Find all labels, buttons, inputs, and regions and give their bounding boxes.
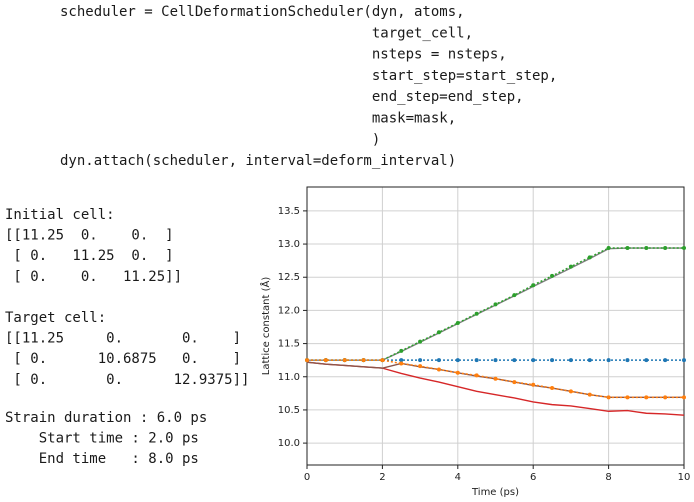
y-tick-label: 11.5	[278, 339, 300, 350]
code-line: scheduler = CellDeformationScheduler(dyn…	[60, 4, 465, 20]
series-marker	[568, 264, 573, 269]
series-marker	[512, 380, 517, 385]
series-marker	[550, 273, 555, 278]
series-marker	[361, 358, 366, 363]
output-line: [ 0. 0. 11.25]]	[5, 269, 182, 285]
x-tick-label: 4	[455, 472, 461, 483]
series-marker	[436, 330, 441, 335]
series-marker	[474, 373, 479, 378]
series-marker	[380, 358, 385, 363]
series-marker	[474, 358, 479, 363]
code-line: end_step=end_step,	[60, 89, 524, 105]
series-marker	[606, 358, 611, 363]
series-marker	[625, 395, 630, 400]
output-line: End time : 8.0 ps	[5, 451, 199, 467]
x-axis-label: Time (ps)	[471, 487, 519, 498]
y-tick-label: 12.0	[278, 305, 300, 316]
series-marker	[455, 358, 460, 363]
series-marker	[493, 302, 498, 307]
series-marker	[606, 395, 611, 400]
y-tick-label: 13.0	[278, 239, 300, 250]
series-marker	[663, 395, 668, 400]
series-marker	[493, 358, 498, 363]
output-line: Initial cell:	[5, 207, 115, 223]
code-line: start_step=start_step,	[60, 68, 557, 84]
series-marker	[568, 389, 573, 394]
output-line: [[11.25 0. 0. ]	[5, 331, 241, 347]
series-marker	[682, 246, 686, 251]
series-marker	[493, 376, 498, 381]
series-marker	[606, 246, 611, 251]
series-marker	[323, 358, 328, 363]
series-marker	[436, 358, 441, 363]
code-line: target_cell,	[60, 25, 473, 41]
output-line: [ 0. 11.25 0. ]	[5, 248, 174, 264]
series-marker	[682, 358, 686, 363]
series-marker	[418, 358, 423, 363]
series-marker	[418, 339, 423, 344]
code-line: mask=mask,	[60, 111, 456, 127]
y-tick-label: 13.5	[278, 206, 300, 217]
series-marker	[342, 358, 347, 363]
series-marker	[531, 382, 536, 387]
series-marker	[682, 395, 686, 400]
plot-frame	[306, 186, 685, 466]
code-line: dyn.attach(scheduler, interval=deform_in…	[60, 153, 456, 169]
series-marker	[568, 358, 573, 363]
series-marker	[644, 246, 649, 251]
output-line: [ 0. 10.6875 0. ]	[5, 351, 241, 367]
y-tick-label: 11.0	[278, 372, 300, 383]
series-marker	[587, 255, 592, 260]
series-marker	[436, 367, 441, 372]
x-tick-label: 0	[304, 472, 310, 483]
y-axis-label: Lattice constant (Å)	[259, 277, 272, 376]
series-marker	[663, 246, 668, 251]
x-tick-label: 8	[605, 472, 611, 483]
series-marker	[399, 348, 404, 353]
x-tick-label: 10	[678, 472, 691, 483]
y-tick-label: 10.0	[278, 438, 300, 449]
series-marker	[512, 293, 517, 298]
output-line: [[11.25 0. 0. ]	[5, 228, 174, 244]
series-line	[307, 359, 684, 399]
series-marker	[455, 370, 460, 375]
output-line: Strain duration : 6.0 ps	[5, 410, 207, 426]
x-tick-label: 2	[379, 472, 385, 483]
code-line: nsteps = nsteps,	[60, 47, 507, 63]
series-marker	[399, 361, 404, 366]
series-marker	[644, 395, 649, 400]
output-line: [ 0. 0. 12.9375]]	[5, 372, 249, 388]
code-line: )	[60, 132, 380, 148]
output-line: Target cell:	[5, 310, 106, 326]
series-marker	[663, 358, 668, 363]
series-marker	[625, 358, 630, 363]
series-marker	[644, 358, 649, 363]
series-marker	[531, 283, 536, 288]
series-marker	[399, 358, 404, 363]
output-line: Start time : 2.0 ps	[5, 431, 199, 447]
series-marker	[474, 311, 479, 316]
series-marker	[587, 358, 592, 363]
x-tick-label: 6	[530, 472, 536, 483]
y-tick-label: 10.5	[278, 405, 300, 416]
series-marker	[550, 386, 555, 391]
series-marker	[587, 392, 592, 397]
series-marker	[305, 358, 309, 363]
series-marker	[531, 358, 536, 363]
series-marker	[418, 364, 423, 369]
series-marker	[550, 358, 555, 363]
series-marker	[455, 321, 460, 326]
y-tick-label: 12.5	[278, 272, 300, 283]
series-marker	[512, 358, 517, 363]
series-marker	[625, 246, 630, 251]
